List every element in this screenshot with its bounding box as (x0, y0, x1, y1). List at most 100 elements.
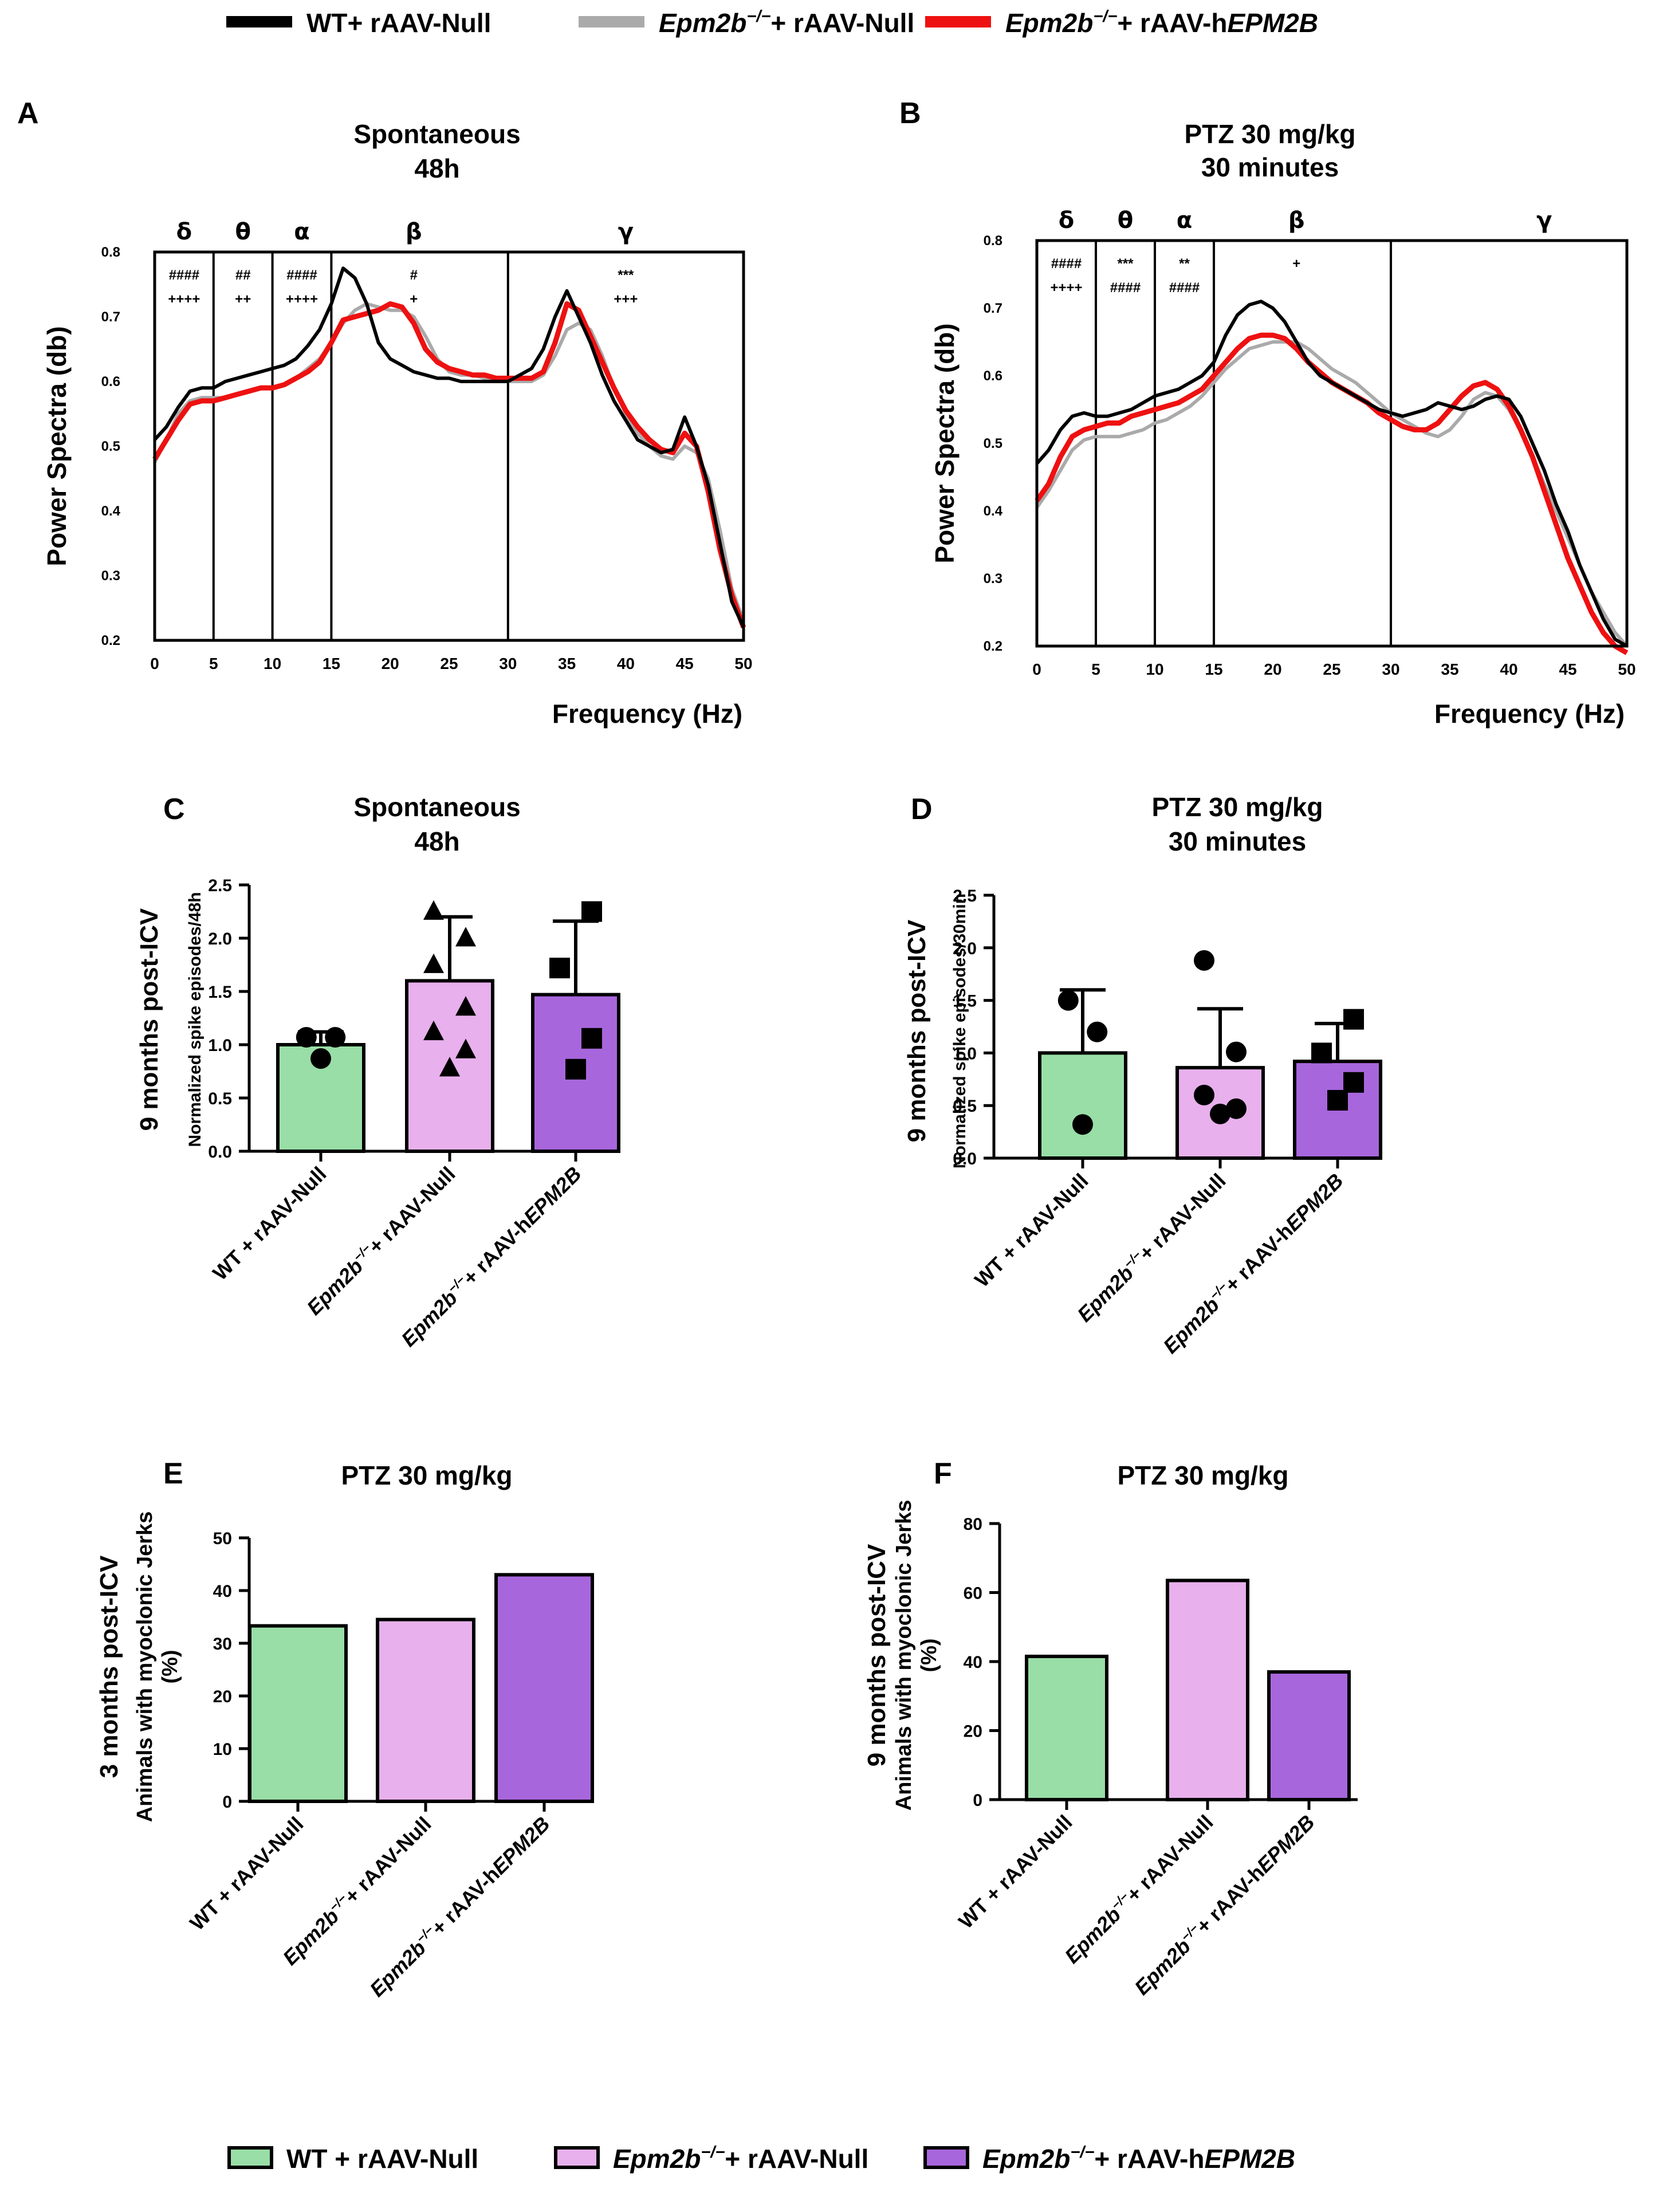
x-tick-label: 25 (1323, 660, 1340, 678)
data-point (1226, 1098, 1247, 1119)
data-point (1210, 1103, 1230, 1124)
top-legend-entry-gene: Epm2b (1005, 8, 1093, 38)
y-tick-label: 2.5 (208, 876, 232, 895)
legend-bar-swatch (923, 2146, 969, 2169)
bottom-legend-entry-gene: Epm2b (613, 2144, 701, 2174)
y-axis-label: Normalized spike episodes/30min (950, 894, 969, 1168)
panel-d-bar-chart: PTZ 30 mg/kg 30 minutes 0.0 0.5 1.0 1.5 2.0 2.5… (903, 792, 1382, 1358)
top-legend-entry-text: WT+ rAAV-Null (306, 8, 491, 38)
data-point (439, 1057, 460, 1077)
y-tick-label: 0 (222, 1793, 232, 1812)
panel-a-spectrum-chart: Spontaneous48hδ####++++θ##++α####++++β#+… (42, 119, 753, 729)
y-tick-label: 1.0 (208, 1036, 232, 1055)
category-label-vector: + rAAV-Null (1134, 1169, 1230, 1265)
series-line (1035, 340, 1629, 647)
bottom-legend-entry-text: WT + rAAV-Null (286, 2144, 478, 2174)
top-legend-entry-transgene: EPM2B (1227, 8, 1318, 38)
bar (376, 1617, 475, 1804)
band-symbol: θ (235, 219, 250, 245)
category-label: WT + rAAV-Null (954, 1810, 1076, 1933)
y-tick-label: 2.5 (953, 887, 977, 906)
y-tick-label: 0.3 (984, 571, 1002, 587)
series-line (153, 302, 745, 622)
data-point (1343, 1072, 1364, 1093)
band-stat: + (1292, 256, 1300, 271)
outer-y-axis-label: 3 months post-ICV (95, 1555, 123, 1778)
top-legend-entry-vector: + rAAV-Null (770, 8, 914, 38)
outer-y-axis-label: 9 months post-ICV (135, 908, 163, 1131)
top-legend-entry-gene: Epm2b (659, 8, 746, 38)
x-tick-label: 45 (1559, 660, 1576, 678)
y-tick-label: 1.0 (953, 1044, 977, 1063)
data-point (310, 1048, 331, 1069)
legend-bar-swatch (554, 2146, 600, 2169)
band-symbol: δ (1059, 207, 1074, 234)
y-axis-label: Normalized spike episodes/48h (186, 892, 205, 1147)
data-point (549, 958, 570, 979)
y-tick-label: 0.5 (101, 439, 120, 454)
chart-subtitle: 48h (414, 826, 459, 856)
x-tick-label: 20 (382, 655, 399, 672)
band-stat: ++++ (1050, 280, 1082, 296)
bottom-legend-entry-genotype: −/− (701, 2143, 725, 2162)
category-label-text: WT + rAAV-Null (954, 1810, 1076, 1933)
y-tick-label: 0.5 (984, 436, 1002, 451)
data-point (1194, 1084, 1214, 1105)
y-axis-label: Power Spectra (db) (930, 323, 960, 563)
bar (494, 1573, 594, 1803)
data-point (581, 1028, 602, 1049)
outer-y-axis-label: 9 months post-ICV (863, 1544, 891, 1766)
x-tick-label: 35 (558, 655, 576, 672)
x-axis-label: Frequency (Hz) (552, 699, 742, 729)
data-point (1343, 1009, 1364, 1030)
y-axis-label: Animals with myoclonic Jerks (892, 1500, 916, 1811)
bar (1267, 1670, 1351, 1801)
category-label: WT + rAAV-Null (208, 1162, 331, 1285)
x-tick-label: 40 (1500, 660, 1517, 678)
band-stat: *** (618, 267, 634, 283)
category-label-vector: + rAAV-h (1220, 1219, 1298, 1296)
x-tick-label: 10 (264, 655, 281, 672)
y-tick-label: 0.7 (984, 301, 1002, 316)
y-tick-label: 20 (213, 1687, 232, 1706)
y-tick-label: 20 (964, 1722, 982, 1741)
x-tick-label: 5 (1091, 660, 1100, 678)
band-symbol: α (1177, 207, 1192, 234)
bottom-legend-entry: Epm2b−/−+ rAAV-Null (613, 2143, 868, 2174)
band-stat: #### (286, 267, 317, 283)
y-tick-label: 2.0 (208, 930, 232, 948)
x-axis-label: Frequency (Hz) (1434, 699, 1625, 729)
chart-title: Spontaneous (353, 792, 520, 822)
x-tick-label: 25 (440, 655, 458, 672)
plot-frame (153, 250, 745, 642)
data-point (296, 1026, 317, 1048)
x-tick-label: 15 (323, 655, 340, 672)
x-tick-label: 20 (1264, 660, 1281, 678)
y-tick-label: 0.8 (101, 245, 120, 260)
y-axis-label: Power Spectra (db) (42, 326, 72, 566)
panel-label-c: C (163, 793, 185, 826)
category-label: WT + rAAV-Null (185, 1812, 308, 1935)
top-legend-entry: Epm2b−/−+ rAAV-hEPM2B (1005, 7, 1318, 38)
category-label-vector: + rAAV-h (427, 1862, 504, 1939)
band-symbol: α (294, 219, 309, 245)
data-point (325, 1026, 346, 1048)
chart-subtitle: 30 minutes (1201, 152, 1339, 182)
chart-subtitle: 48h (414, 153, 459, 183)
band-symbol: θ (1118, 207, 1133, 234)
band-symbol: γ (1536, 207, 1552, 234)
data-point (455, 996, 476, 1016)
x-tick-label: 45 (676, 655, 694, 672)
y-axis-label-line2: (%) (158, 1650, 182, 1683)
chart-title: PTZ 30 mg/kg (1117, 1461, 1288, 1490)
panel-label-e: E (163, 1457, 183, 1490)
top-legend-entry: WT+ rAAV-Null (306, 8, 491, 38)
band-symbol: γ (618, 219, 634, 245)
category-label-gene: Epm2b (302, 1254, 367, 1320)
bottom-legend-entry: Epm2b−/−+ rAAV-hEPM2B (982, 2143, 1295, 2174)
chart-title: PTZ 30 mg/kg (1151, 792, 1323, 822)
category-label-transgene: EPM2B (1281, 1169, 1348, 1236)
band-stat: # (410, 267, 418, 283)
x-tick-label: 35 (1441, 660, 1458, 678)
chart-title: PTZ 30 mg/kg (341, 1461, 512, 1490)
